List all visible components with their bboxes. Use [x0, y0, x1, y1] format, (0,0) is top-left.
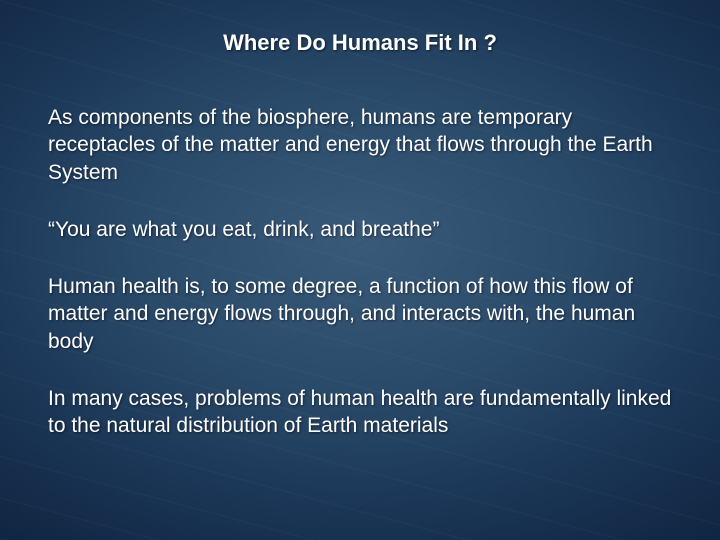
paragraph-4: In many cases, problems of human health …	[48, 385, 672, 440]
slide-title: Where Do Humans Fit In ?	[48, 30, 672, 56]
slide-container: Where Do Humans Fit In ? As components o…	[0, 0, 720, 540]
paragraph-3: Human health is, to some degree, a funct…	[48, 273, 672, 355]
paragraph-1: As components of the biosphere, humans a…	[48, 104, 672, 186]
paragraph-2: “You are what you eat, drink, and breath…	[48, 216, 672, 243]
